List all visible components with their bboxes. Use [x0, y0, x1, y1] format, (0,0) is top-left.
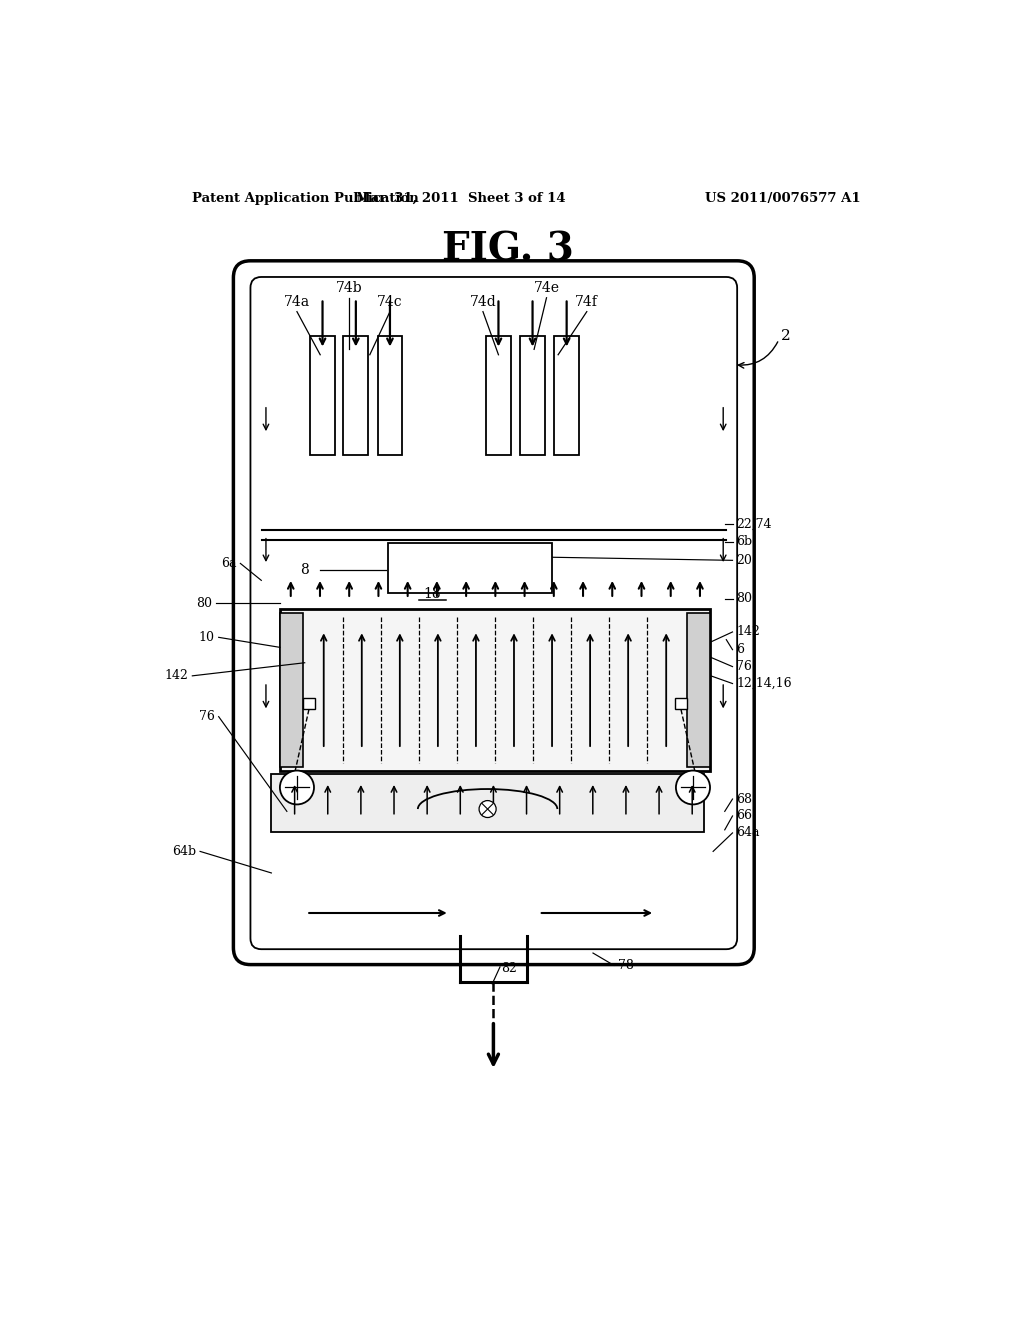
Text: 18: 18 — [423, 587, 440, 601]
Text: 6b: 6b — [736, 536, 753, 548]
Text: 74d: 74d — [470, 294, 497, 309]
Bar — [310, 335, 335, 455]
Text: 82: 82 — [502, 962, 517, 975]
Bar — [280, 612, 303, 767]
Bar — [378, 335, 402, 455]
Circle shape — [280, 771, 314, 804]
Text: 68: 68 — [736, 792, 753, 805]
Text: 76: 76 — [199, 710, 215, 723]
Bar — [388, 544, 552, 594]
Circle shape — [676, 771, 710, 804]
Text: 74a: 74a — [284, 294, 310, 309]
Text: 74e: 74e — [534, 281, 559, 294]
Bar — [520, 335, 545, 455]
Text: 6: 6 — [736, 643, 744, 656]
Bar — [343, 335, 369, 455]
Text: 76: 76 — [736, 660, 753, 673]
Text: Mar. 31, 2011  Sheet 3 of 14: Mar. 31, 2011 Sheet 3 of 14 — [356, 191, 566, 205]
Text: 2: 2 — [780, 329, 791, 342]
Text: US 2011/0076577 A1: US 2011/0076577 A1 — [705, 191, 860, 205]
Text: 80: 80 — [736, 593, 753, 606]
Text: 142: 142 — [736, 626, 760, 639]
Text: 78: 78 — [617, 958, 634, 972]
Bar — [687, 612, 710, 767]
Text: 20: 20 — [736, 554, 753, 566]
Text: 74b: 74b — [336, 281, 362, 294]
Text: 74c: 74c — [377, 294, 402, 309]
Bar — [271, 775, 703, 832]
Text: 64b: 64b — [172, 845, 197, 858]
Text: 22,74: 22,74 — [736, 517, 772, 531]
Bar — [554, 335, 579, 455]
Bar — [486, 335, 511, 455]
Text: 6a: 6a — [221, 557, 237, 570]
Text: 66: 66 — [736, 809, 753, 822]
Text: 8: 8 — [300, 564, 309, 577]
Text: 80: 80 — [196, 597, 212, 610]
Text: FIG. 3: FIG. 3 — [441, 230, 573, 268]
Text: 74f: 74f — [575, 294, 598, 309]
Text: 12,14,16: 12,14,16 — [736, 677, 792, 690]
Text: 142: 142 — [165, 669, 188, 682]
FancyBboxPatch shape — [233, 261, 755, 965]
Bar — [280, 609, 710, 771]
Text: 10: 10 — [199, 631, 215, 644]
Text: 64a: 64a — [736, 826, 760, 840]
Text: Patent Application Publication: Patent Application Publication — [191, 191, 418, 205]
Bar — [303, 698, 314, 709]
Bar — [675, 698, 687, 709]
Circle shape — [479, 800, 496, 817]
